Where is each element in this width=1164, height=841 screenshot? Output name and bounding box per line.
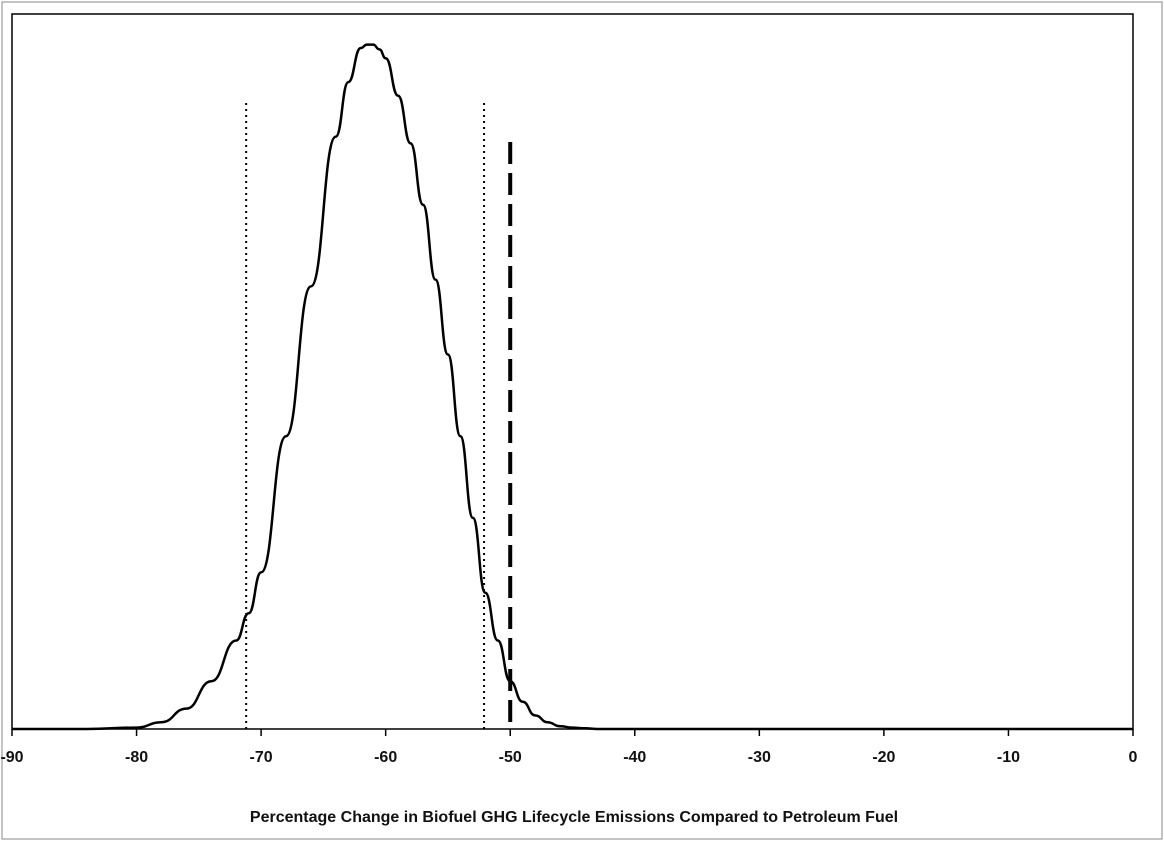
x-tick-label: -60 (374, 749, 397, 766)
plot-box (11, 13, 1134, 730)
x-tick-label: -50 (499, 749, 522, 766)
distribution-curve (12, 43, 1133, 731)
plot-area: -90 -80 -70 -60 -50 -40 -30 -20 -10 0 (0, 13, 1138, 766)
x-tick-label: -90 (0, 749, 23, 766)
x-tick-label: -20 (872, 749, 895, 766)
x-tick-label: -10 (997, 749, 1020, 766)
x-tick-label: -70 (250, 749, 273, 766)
x-tick-label: -40 (623, 749, 646, 766)
x-tick-label: -80 (125, 749, 148, 766)
x-axis-title: Percentage Change in Biofuel GHG Lifecyc… (250, 809, 898, 826)
x-tick-label: -30 (748, 749, 771, 766)
x-tick-label: 0 (1129, 749, 1138, 766)
